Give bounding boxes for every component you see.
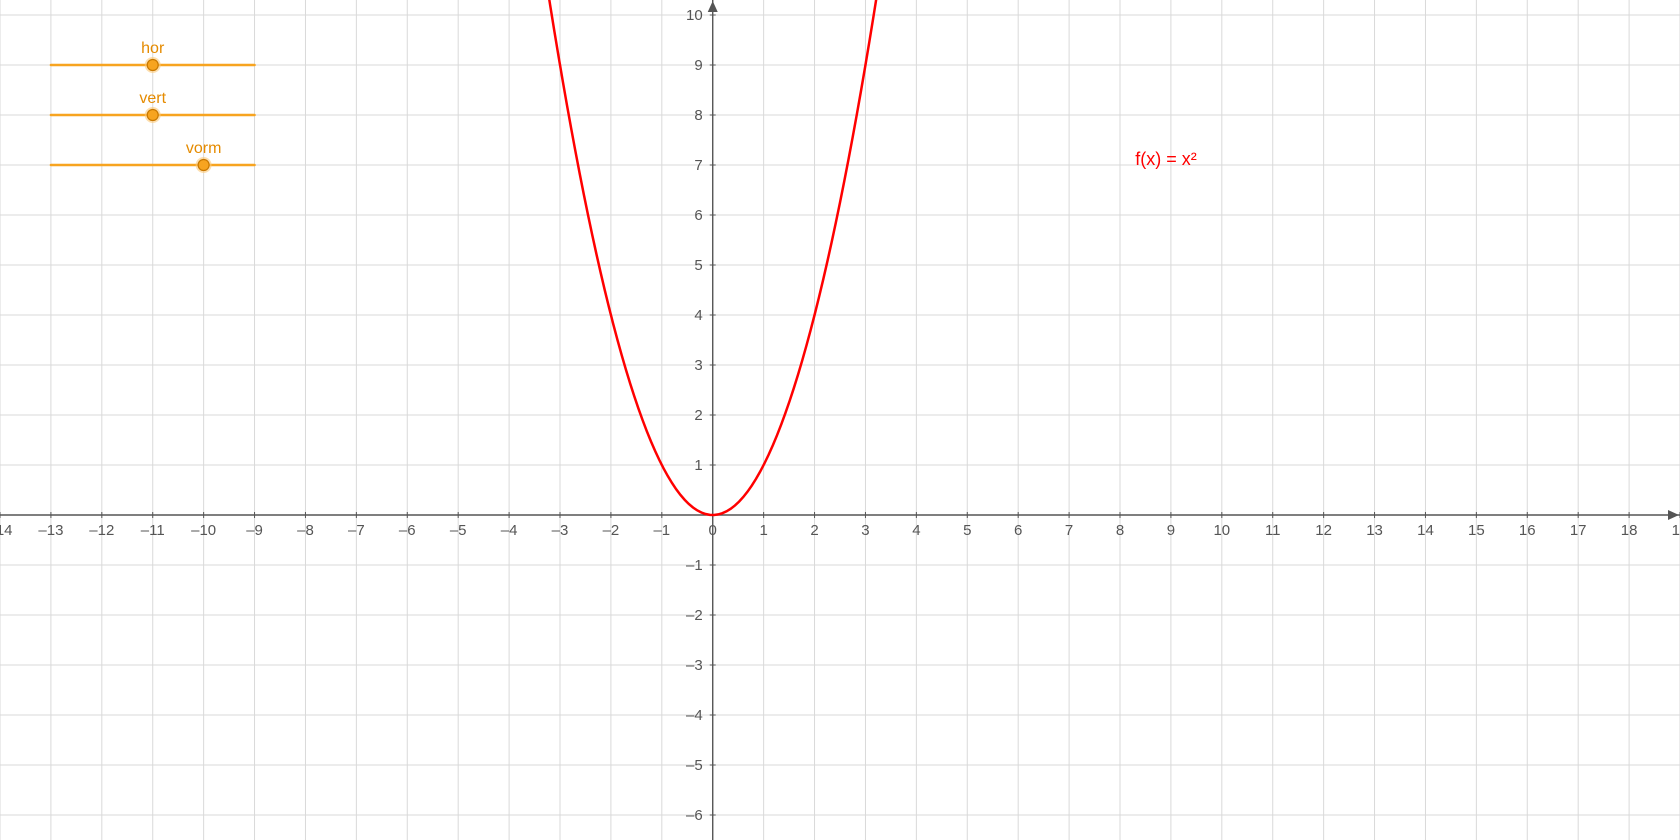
y-tick-label: 9 — [694, 57, 702, 74]
y-tick-label: –4 — [686, 707, 703, 724]
y-tick-label: 10 — [686, 7, 703, 24]
slider-label: vorm — [186, 140, 222, 157]
y-tick-label: –3 — [686, 657, 703, 674]
x-tick-label: –3 — [552, 522, 569, 539]
function-label: f(x) = x² — [1135, 149, 1197, 169]
x-tick-label: 17 — [1570, 522, 1587, 539]
x-tick-label: –2 — [603, 522, 620, 539]
chart-background — [0, 0, 1680, 840]
slider-knob[interactable] — [147, 60, 158, 71]
y-tick-label: –6 — [686, 807, 703, 824]
chart-svg[interactable]: –14–13–12–11–10–9–8–7–6–5–4–3–2–10123456… — [0, 0, 1680, 840]
x-tick-label: 18 — [1621, 522, 1638, 539]
x-tick-label: –5 — [450, 522, 467, 539]
x-tick-label: 16 — [1519, 522, 1536, 539]
x-tick-label: 14 — [1417, 522, 1434, 539]
x-tick-label: –1 — [653, 522, 670, 539]
x-tick-label: 8 — [1116, 522, 1124, 539]
x-tick-label: –4 — [501, 522, 518, 539]
x-tick-label: –10 — [191, 522, 216, 539]
y-tick-label: 8 — [694, 107, 702, 124]
x-tick-label: 2 — [810, 522, 818, 539]
x-tick-label: –12 — [89, 522, 114, 539]
x-tick-label: 0 — [709, 522, 717, 539]
y-tick-label: 4 — [694, 307, 702, 324]
plot-area: –14–13–12–11–10–9–8–7–6–5–4–3–2–10123456… — [0, 0, 1680, 840]
y-tick-label: –1 — [686, 557, 703, 574]
slider-label: hor — [141, 40, 165, 57]
y-tick-label: –2 — [686, 607, 703, 624]
x-tick-label: –8 — [297, 522, 314, 539]
x-tick-label: 10 — [1213, 522, 1230, 539]
y-tick-label: 3 — [694, 357, 702, 374]
x-tick-label: 1 — [759, 522, 767, 539]
x-tick-label: 12 — [1315, 522, 1332, 539]
y-tick-label: 1 — [694, 457, 702, 474]
x-tick-label: –7 — [348, 522, 365, 539]
x-tick-label: 3 — [861, 522, 869, 539]
x-tick-label: –6 — [399, 522, 416, 539]
x-tick-label: 19 — [1672, 522, 1680, 539]
x-tick-label: 6 — [1014, 522, 1022, 539]
x-tick-label: 7 — [1065, 522, 1073, 539]
x-tick-label: –9 — [246, 522, 263, 539]
y-tick-label: 6 — [694, 207, 702, 224]
x-tick-label: 13 — [1366, 522, 1383, 539]
slider-label: vert — [139, 90, 166, 107]
x-tick-label: 15 — [1468, 522, 1485, 539]
y-tick-label: 7 — [694, 157, 702, 174]
y-tick-label: 2 — [694, 407, 702, 424]
y-tick-label: –5 — [686, 757, 703, 774]
x-tick-label: –11 — [141, 522, 165, 539]
x-tick-label: –13 — [38, 522, 63, 539]
y-tick-label: 5 — [694, 257, 702, 274]
slider-knob[interactable] — [198, 160, 209, 171]
x-tick-label: 4 — [912, 522, 920, 539]
x-tick-label: 11 — [1265, 522, 1281, 539]
slider-knob[interactable] — [147, 110, 158, 121]
x-tick-label: –14 — [0, 522, 13, 539]
x-tick-label: 9 — [1167, 522, 1175, 539]
x-tick-label: 5 — [963, 522, 971, 539]
